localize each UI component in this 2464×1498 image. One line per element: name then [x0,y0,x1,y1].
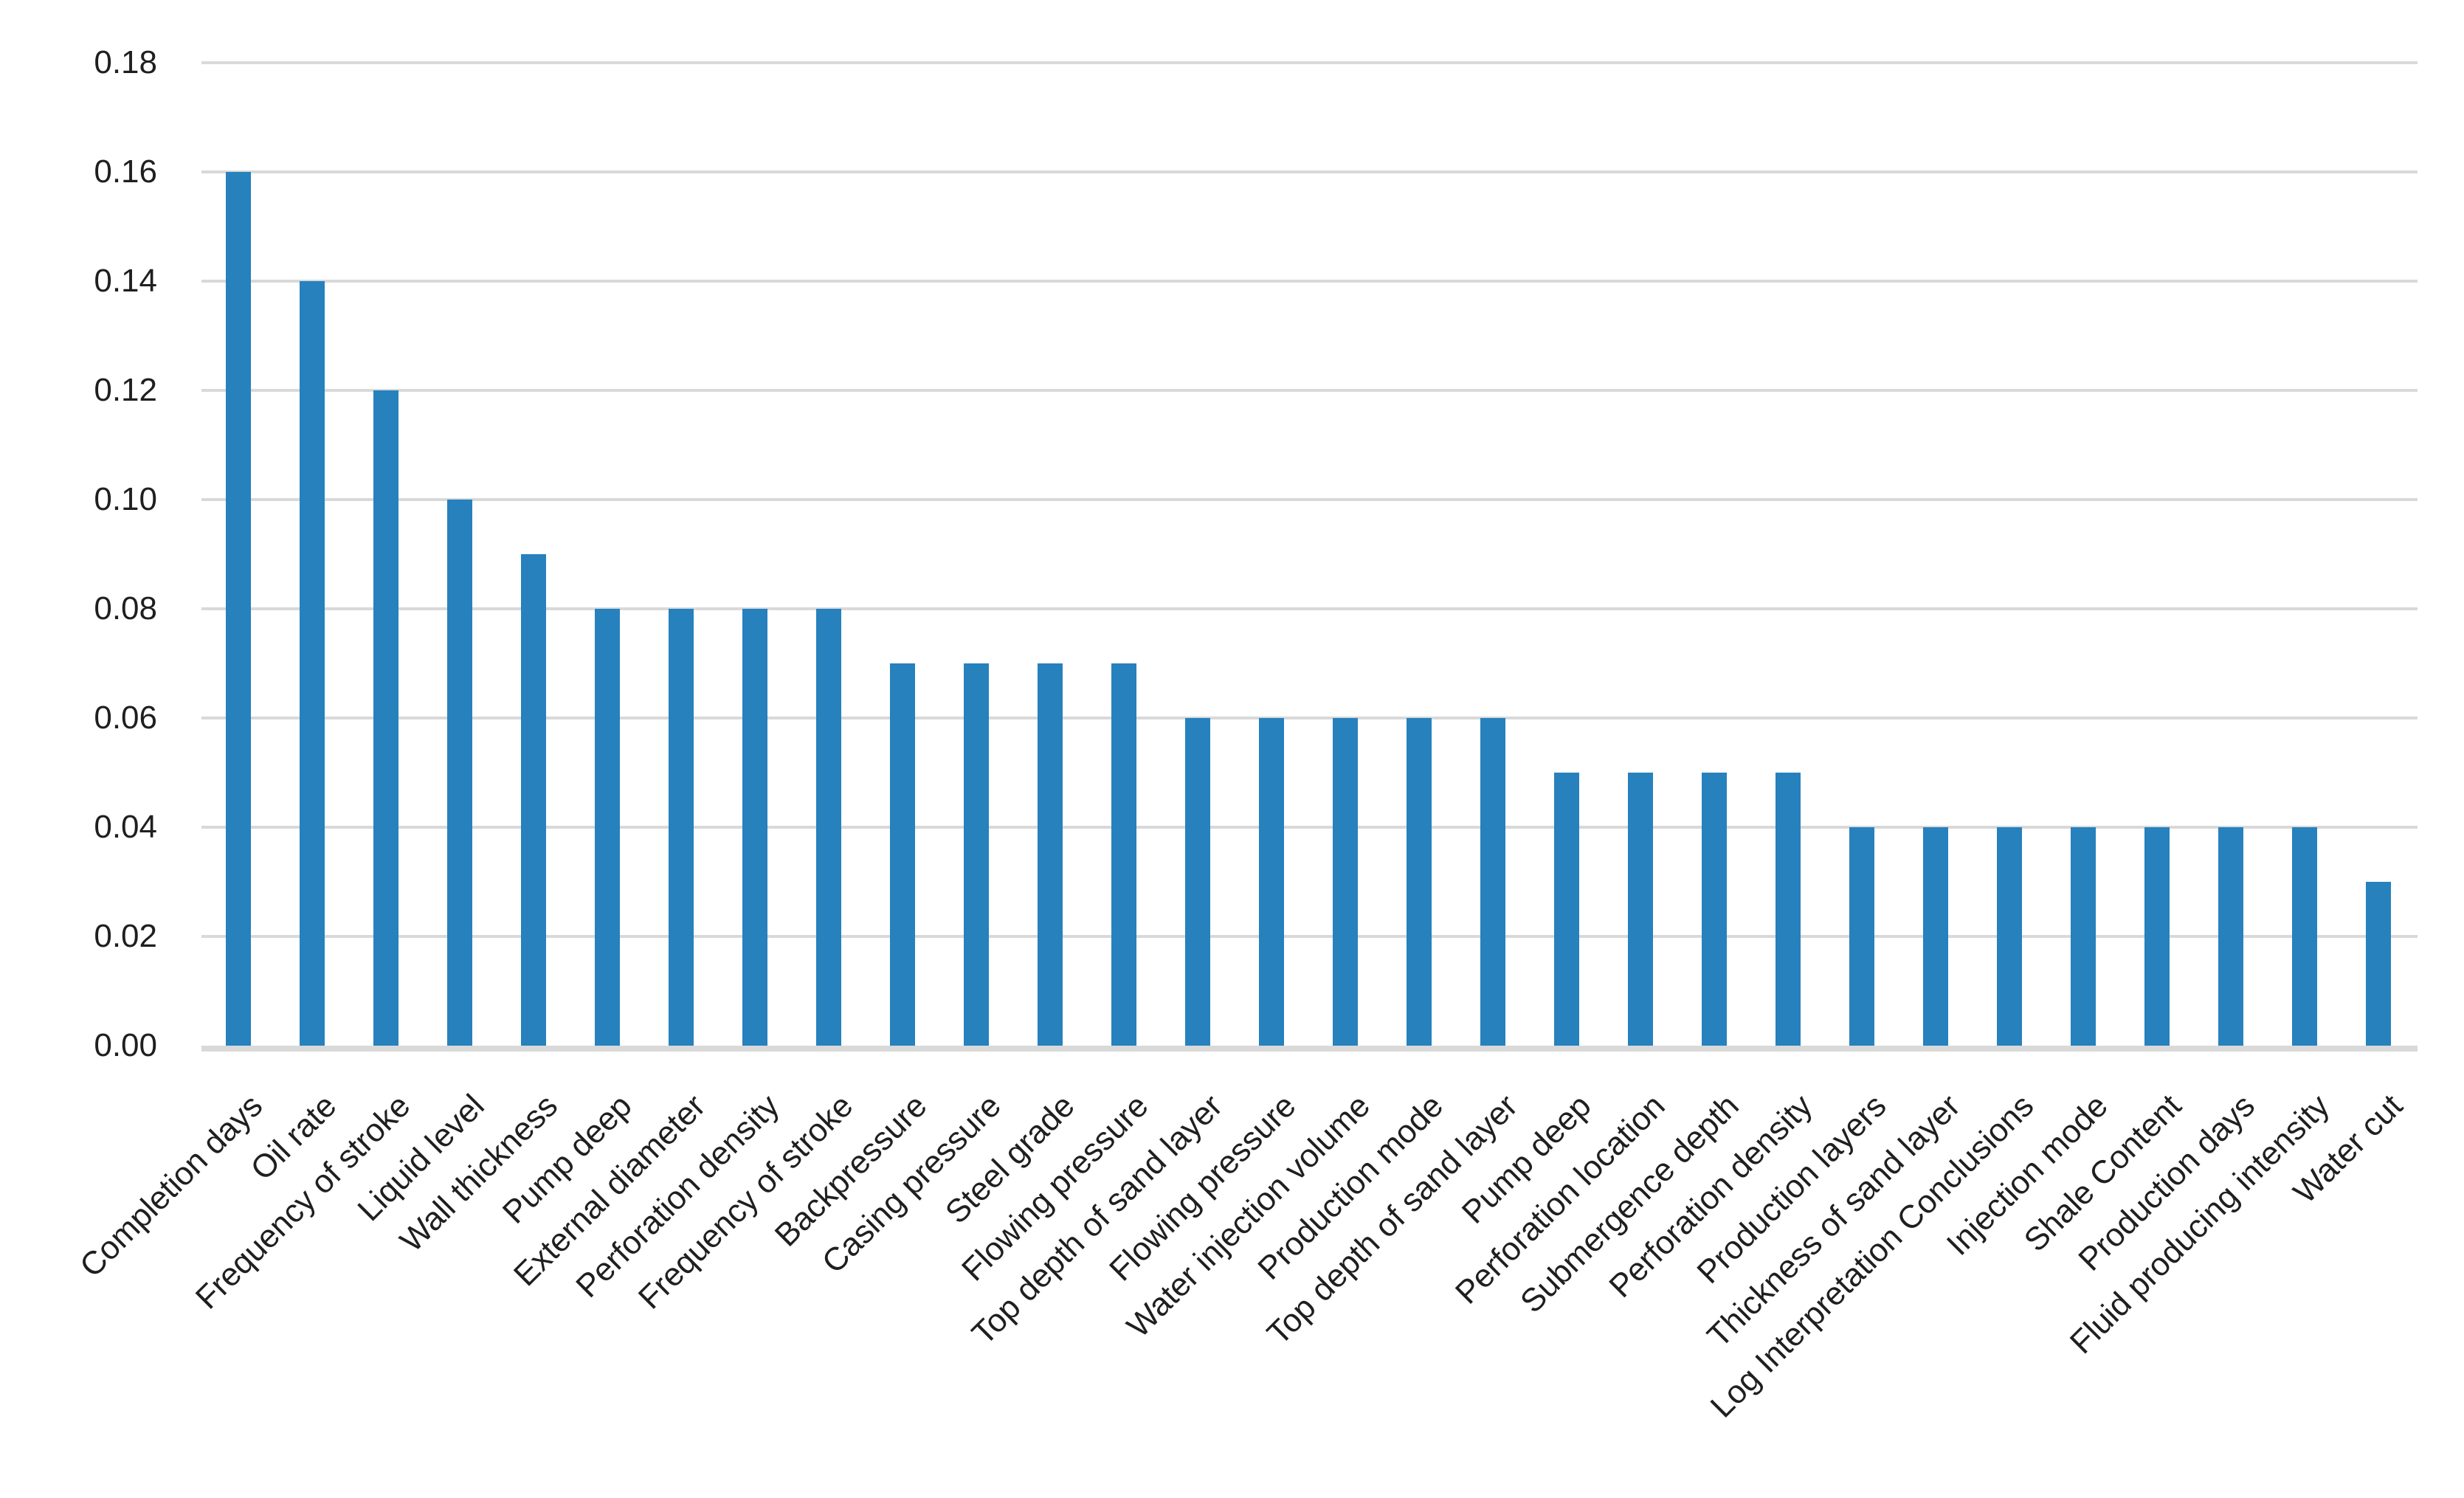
bar [1333,718,1358,1046]
gridline [201,498,2418,501]
gridline [201,717,2418,719]
y-tick-label: 0.14 [94,263,157,299]
bar [1038,663,1063,1046]
bar [521,554,546,1046]
bar [669,609,694,1046]
bar [890,663,915,1046]
bar [1775,773,1801,1046]
bar [2071,827,2096,1046]
bar [2366,882,2391,1046]
y-tick-label: 0.16 [94,153,157,190]
gridline [201,826,2418,829]
gridline [201,170,2418,173]
bar [226,172,251,1046]
bar [1185,718,1210,1046]
gridline [201,280,2418,283]
y-tick-label: 0.08 [94,590,157,627]
bar [300,281,325,1046]
y-tick-label: 0.12 [94,372,157,408]
y-tick-label: 0.00 [94,1027,157,1063]
bar [1407,718,1432,1046]
bar [1923,827,1948,1046]
gridline [201,61,2418,64]
gridline [201,607,2418,610]
bar [816,609,841,1046]
x-axis-line [201,1046,2418,1052]
bar [1702,773,1727,1046]
bar [1554,773,1579,1046]
bar [1480,718,1505,1046]
y-tick-label: 0.04 [94,809,157,845]
y-tick-label: 0.10 [94,481,157,517]
bar [2218,827,2243,1046]
gridline [201,935,2418,938]
y-tick-label: 0.18 [94,44,157,80]
bar [964,663,989,1046]
bar [1628,773,1653,1046]
gridline [201,389,2418,392]
y-tick-label: 0.06 [94,700,157,736]
bar [595,609,620,1046]
bar [742,609,767,1046]
bar [1111,663,1136,1046]
bar [1259,718,1284,1046]
bar [1997,827,2022,1046]
bar [1849,827,1874,1046]
bar [447,500,472,1046]
y-tick-label: 0.02 [94,918,157,954]
bar [2144,827,2170,1046]
bar [373,390,398,1046]
bar [2292,827,2317,1046]
